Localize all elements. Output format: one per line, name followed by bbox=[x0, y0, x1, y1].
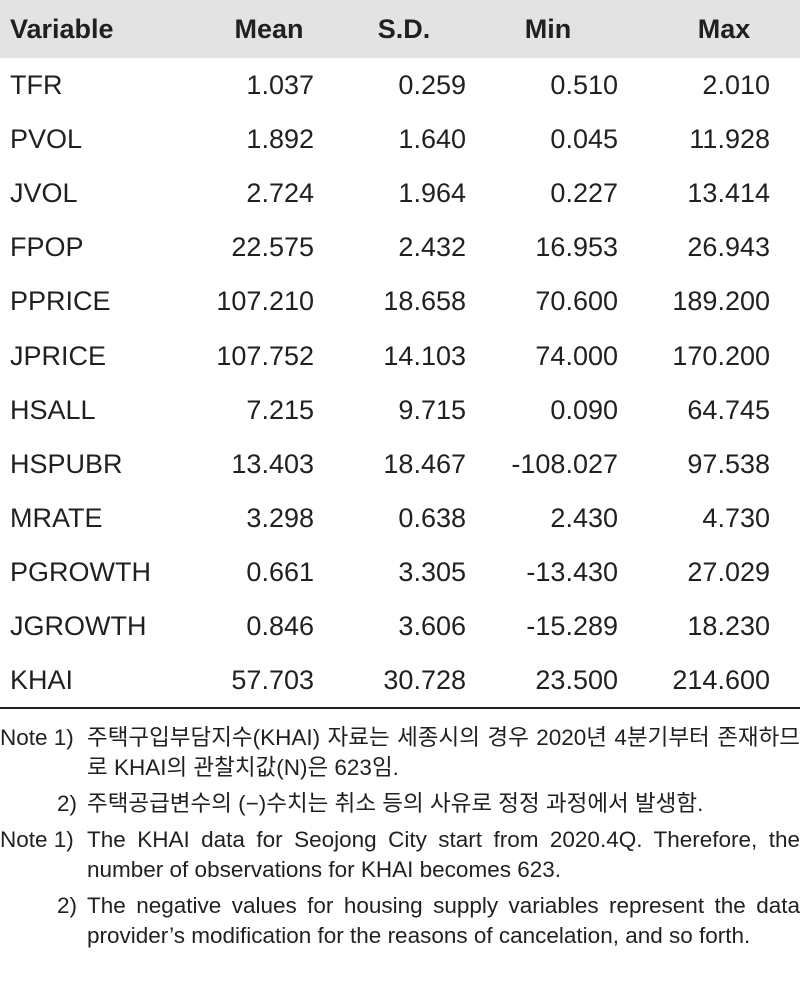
cell-sd: 3.305 bbox=[398, 557, 466, 588]
cell-max: 11.928 bbox=[689, 123, 770, 154]
cell-sd: 0.638 bbox=[398, 503, 466, 534]
note-label: Note 1) bbox=[0, 725, 74, 751]
table-row: TFR 1.037 0.259 0.510 2.010 bbox=[0, 58, 800, 112]
cell-min: 23.500 bbox=[472, 654, 624, 710]
cell-mean: 57.703 bbox=[170, 654, 320, 710]
cell-min: -13.430 bbox=[526, 557, 618, 588]
cell-sd: 1.964 bbox=[398, 177, 466, 208]
cell-variable: HSPUBR bbox=[10, 448, 123, 479]
cell-max: 27.029 bbox=[687, 557, 770, 588]
cell-min: 16.953 bbox=[535, 232, 618, 263]
column-header-max: Max bbox=[697, 13, 751, 44]
cell-variable: PGROWTH bbox=[10, 557, 151, 588]
cell-mean: 0.661 bbox=[246, 557, 314, 588]
table-row: HSPUBR 13.403 18.467 -108.027 97.538 bbox=[0, 437, 800, 491]
cell-min: -15.289 bbox=[526, 611, 618, 642]
cell-variable: PPRICE bbox=[10, 286, 111, 317]
cell-max: 64.745 bbox=[687, 394, 770, 425]
cell-mean: 3.298 bbox=[246, 503, 314, 534]
table-row: PPRICE 107.210 18.658 70.600 189.200 bbox=[0, 275, 800, 329]
cell-mean: 22.575 bbox=[231, 232, 314, 263]
cell-sd: 30.728 bbox=[320, 654, 472, 710]
cell-mean: 107.210 bbox=[216, 286, 314, 317]
cell-max: 189.200 bbox=[672, 286, 770, 317]
cell-variable: JPRICE bbox=[10, 340, 107, 371]
note-text: The KHAI data for Seojong City start fro… bbox=[87, 827, 800, 883]
note-label: 2) bbox=[57, 791, 78, 817]
cell-variable: KHAI bbox=[0, 654, 170, 710]
cell-max: 26.943 bbox=[687, 232, 770, 263]
cell-mean: 1.037 bbox=[246, 69, 314, 100]
note-label: Note 1) bbox=[0, 827, 74, 853]
cell-sd: 3.606 bbox=[398, 611, 466, 642]
table-row: JPRICE 107.752 14.103 74.000 170.200 bbox=[0, 329, 800, 383]
table-row: JGROWTH 0.846 3.606 -15.289 18.230 bbox=[0, 600, 800, 654]
cell-variable: JVOL bbox=[10, 177, 78, 208]
korean-note-2: 2) 주택공급변수의 (−)수치는 취소 등의 사유로 정정 과정에서 발생함. bbox=[0, 789, 800, 819]
cell-variable: PVOL bbox=[10, 123, 83, 154]
cell-min: 74.000 bbox=[535, 340, 618, 371]
cell-max: 97.538 bbox=[687, 448, 770, 479]
english-note-2: 2) The negative values for housing suppl… bbox=[0, 891, 800, 951]
descriptive-statistics-table: Variable Mean S.D. Min Max TFR 1.037 0.259… bbox=[0, 0, 800, 710]
header-row: Variable Mean S.D. Min Max bbox=[0, 0, 800, 58]
table-row: MRATE 3.298 0.638 2.430 4.730 bbox=[0, 492, 800, 546]
cell-min: 2.430 bbox=[550, 503, 618, 534]
cell-max: 170.200 bbox=[672, 340, 770, 371]
cell-sd: 18.658 bbox=[383, 286, 466, 317]
cell-sd: 0.259 bbox=[398, 69, 466, 100]
cell-mean: 0.846 bbox=[246, 611, 314, 642]
table-notes: Note 1) 주택구입부담지수(KHAI) 자료는 세종시의 경우 2020년… bbox=[0, 723, 800, 951]
cell-min: 0.045 bbox=[550, 123, 618, 154]
table-row: KHAI 57.703 30.728 23.500 214.600 bbox=[0, 654, 800, 710]
cell-mean: 13.403 bbox=[231, 448, 314, 479]
cell-variable: FPOP bbox=[10, 232, 84, 263]
cell-variable: HSALL bbox=[10, 394, 96, 425]
table-row: FPOP 22.575 2.432 16.953 26.943 bbox=[0, 221, 800, 275]
cell-mean: 2.724 bbox=[246, 177, 314, 208]
column-header-variable: Variable bbox=[10, 13, 114, 44]
cell-max: 18.230 bbox=[687, 611, 770, 642]
cell-variable: JGROWTH bbox=[10, 611, 147, 642]
table-body: TFR 1.037 0.259 0.510 2.010 PVOL 1.892 1.640 0.0… bbox=[0, 58, 800, 710]
table-row: HSALL 7.215 9.715 0.090 64.745 bbox=[0, 383, 800, 437]
cell-min: 0.510 bbox=[550, 69, 618, 100]
cell-mean: 1.892 bbox=[246, 123, 314, 154]
column-header-mean: Mean bbox=[234, 13, 304, 44]
cell-min: 70.600 bbox=[535, 286, 618, 317]
note-text: 주택공급변수의 (−)수치는 취소 등의 사유로 정정 과정에서 발생함. bbox=[87, 791, 704, 817]
english-note-1: Note 1) The KHAI data for Seojong City s… bbox=[0, 825, 800, 885]
table-row: PVOL 1.892 1.640 0.045 11.928 bbox=[0, 112, 800, 166]
note-text: The negative values for housing supply v… bbox=[87, 893, 800, 949]
note-text: 주택구입부담지수(KHAI) 자료는 세종시의 경우 2020년 4분기부터 존… bbox=[87, 725, 800, 781]
column-header-sd: S.D. bbox=[377, 13, 431, 44]
cell-sd: 1.640 bbox=[398, 123, 466, 154]
cell-mean: 107.752 bbox=[216, 340, 314, 371]
cell-sd: 18.467 bbox=[383, 448, 466, 479]
cell-max: 4.730 bbox=[702, 503, 770, 534]
table-header: Variable Mean S.D. Min Max bbox=[0, 0, 800, 58]
cell-min: 0.090 bbox=[550, 394, 618, 425]
cell-min: 0.227 bbox=[550, 177, 618, 208]
cell-variable: MRATE bbox=[10, 503, 103, 534]
cell-min: -108.027 bbox=[511, 448, 618, 479]
cell-sd: 14.103 bbox=[383, 340, 466, 371]
note-label: 2) bbox=[57, 893, 78, 919]
cell-max: 2.010 bbox=[702, 69, 770, 100]
column-header-min: Min bbox=[524, 13, 572, 44]
cell-variable: TFR bbox=[10, 69, 63, 100]
cell-sd: 9.715 bbox=[398, 394, 466, 425]
table-row: JVOL 2.724 1.964 0.227 13.414 bbox=[0, 166, 800, 220]
table-row: PGROWTH 0.661 3.305 -13.430 27.029 bbox=[0, 546, 800, 600]
cell-mean: 7.215 bbox=[246, 394, 314, 425]
cell-max: 214.600 bbox=[624, 654, 800, 710]
cell-sd: 2.432 bbox=[398, 232, 466, 263]
korean-note-1: Note 1) 주택구입부담지수(KHAI) 자료는 세종시의 경우 2020년… bbox=[0, 723, 800, 783]
cell-max: 13.414 bbox=[687, 177, 770, 208]
